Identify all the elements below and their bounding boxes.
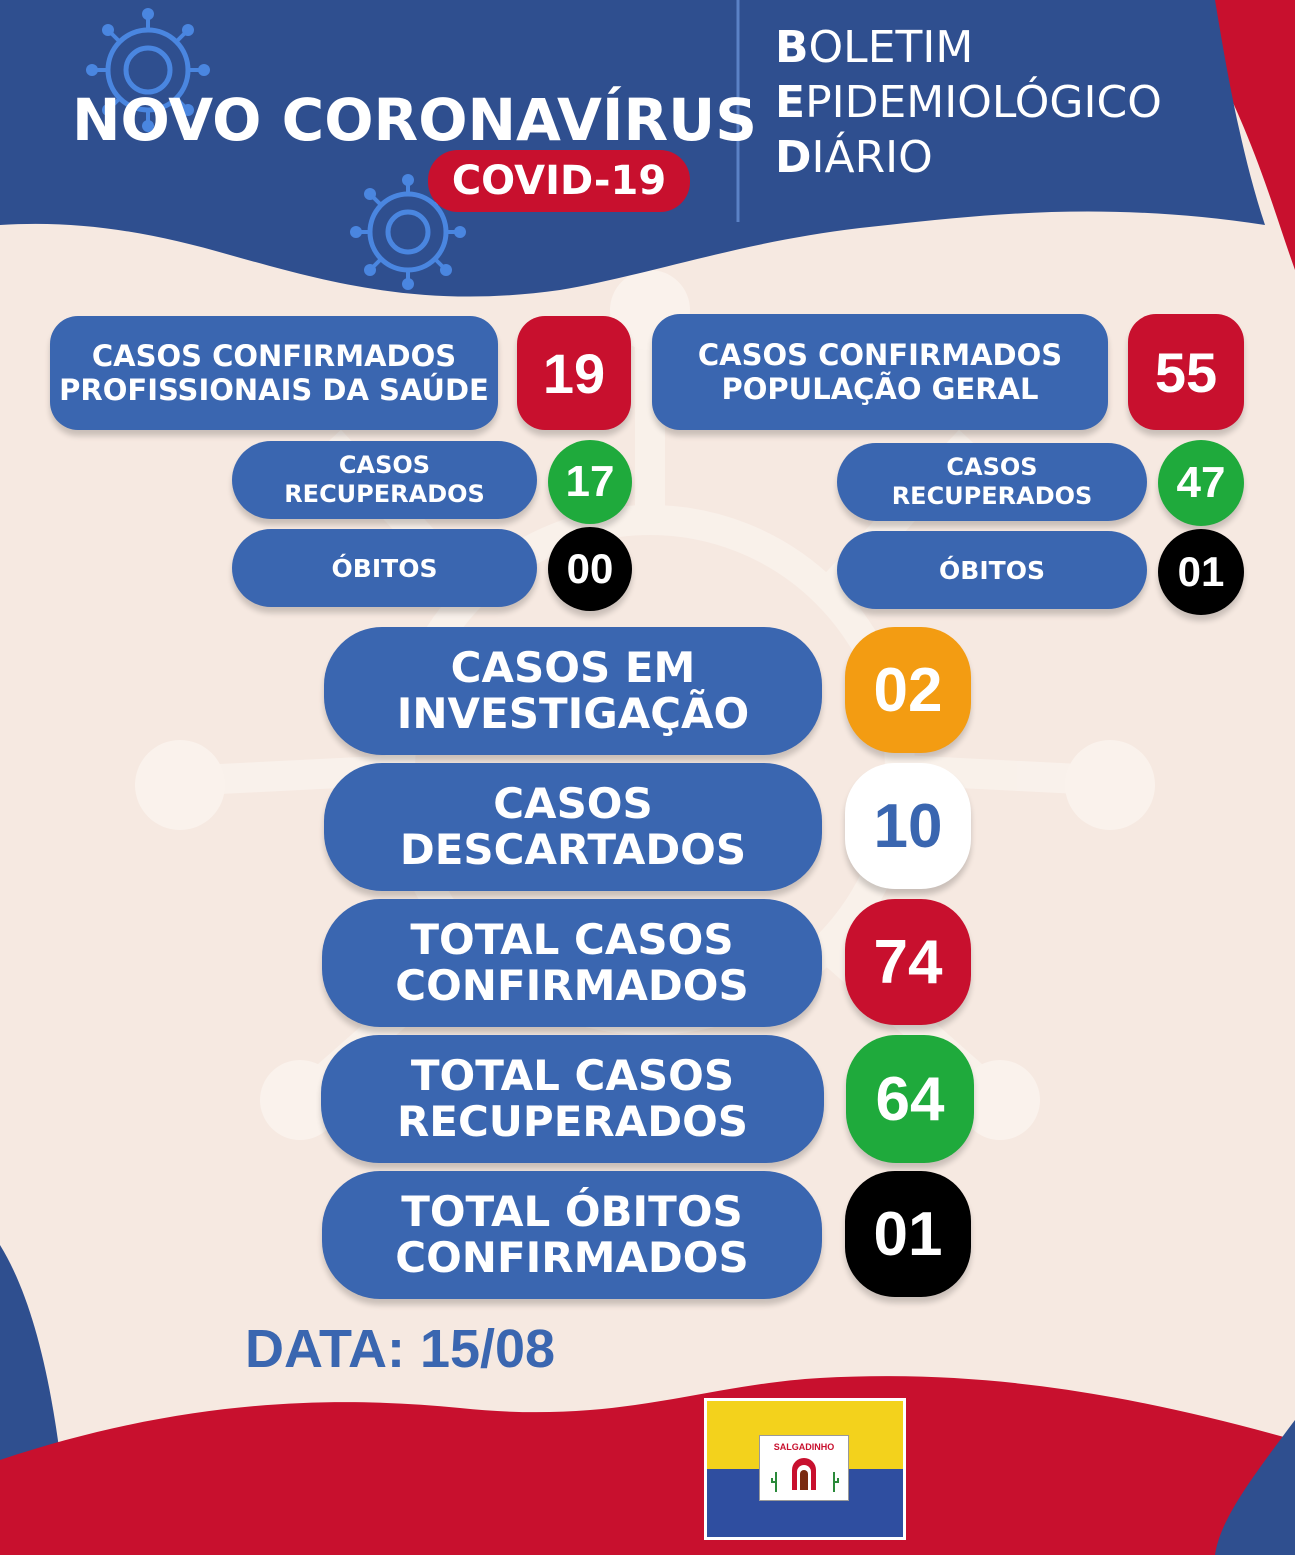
label-line: INVESTIGAÇÃO [396, 689, 750, 738]
page-title: NOVO CORONAVÍRUS [72, 86, 757, 154]
bulletin-initial: B [775, 22, 809, 73]
health-workers-recovered-label: CASOS RECUPERADOS [232, 441, 537, 519]
health-workers-recovered-value: 17 [548, 440, 632, 524]
population-recovered-label: CASOS RECUPERADOS [837, 443, 1147, 521]
bulletin-initial: D [775, 132, 812, 183]
label-line: PROFISSIONAIS DA SAÚDE [59, 373, 489, 407]
label-line: RECUPERADOS [284, 480, 485, 508]
virus-icon-top [86, 8, 210, 132]
health-workers-confirmed-value: 19 [517, 316, 631, 430]
label-line: CASOS [493, 779, 653, 828]
investigation-label: CASOS EM INVESTIGAÇÃO [324, 627, 822, 755]
bulletin-word: OLETIM [808, 22, 974, 73]
bulletin-word: IÁRIO [811, 132, 933, 183]
health-workers-deaths-label: ÓBITOS [232, 529, 537, 607]
label-line: CONFIRMADOS [395, 961, 749, 1010]
flag-seal: SALGADINHO [759, 1435, 849, 1501]
label-line: CASOS CONFIRMADOS [697, 338, 1063, 372]
population-deaths-label: ÓBITOS [837, 531, 1147, 609]
municipality-flag: SALGADINHO [704, 1398, 906, 1540]
arch-icon [792, 1458, 816, 1490]
label-line: CONFIRMADOS [395, 1233, 749, 1282]
label-line: TOTAL ÓBITOS [401, 1187, 743, 1236]
label-line: DESCARTADOS [399, 825, 747, 874]
bulletin-title: BOLETIM EPIDEMIOLÓGICO DIÁRIO [775, 20, 1275, 185]
label-line: CASOS [946, 453, 1038, 481]
discarded-label: CASOS DESCARTADOS [324, 763, 822, 891]
virus-icon-bottom [350, 174, 466, 290]
report-date: DATA: 15/08 [245, 1319, 556, 1379]
covid-badge: COVID-19 [428, 150, 690, 212]
total-recovered-label: TOTAL CASOS RECUPERADOS [321, 1035, 824, 1163]
label-line: TOTAL CASOS [410, 1051, 735, 1100]
cactus-icon [771, 1472, 839, 1492]
bulletin-word: PIDEMIOLÓGICO [805, 77, 1162, 128]
investigation-value: 02 [845, 627, 971, 753]
population-confirmed-value: 55 [1128, 314, 1244, 430]
label-line: CASOS [338, 451, 431, 479]
population-recovered-value: 47 [1158, 440, 1244, 526]
label-line: RECUPERADOS [891, 482, 1093, 510]
total-confirmed-label: TOTAL CASOS CONFIRMADOS [322, 899, 822, 1027]
total-deaths-label: TOTAL ÓBITOS CONFIRMADOS [322, 1171, 822, 1299]
bulletin-initial: E [775, 77, 806, 128]
population-confirmed-label: CASOS CONFIRMADOS POPULAÇÃO GERAL [652, 314, 1108, 430]
total-deaths-value: 01 [845, 1171, 971, 1297]
health-workers-deaths-value: 00 [548, 527, 632, 611]
label-line: CASOS EM [450, 643, 696, 692]
label-line: CASOS CONFIRMADOS [91, 339, 457, 373]
label-line: TOTAL CASOS [410, 915, 734, 964]
flag-seal-label: SALGADINHO [773, 1442, 835, 1452]
population-deaths-value: 01 [1158, 529, 1244, 615]
total-recovered-value: 64 [846, 1035, 974, 1163]
health-workers-confirmed-label: CASOS CONFIRMADOS PROFISSIONAIS DA SAÚDE [50, 316, 498, 430]
label-line: POPULAÇÃO GERAL [721, 372, 1039, 406]
total-confirmed-value: 74 [845, 899, 971, 1025]
discarded-value: 10 [845, 763, 971, 889]
label-line: RECUPERADOS [396, 1097, 749, 1146]
